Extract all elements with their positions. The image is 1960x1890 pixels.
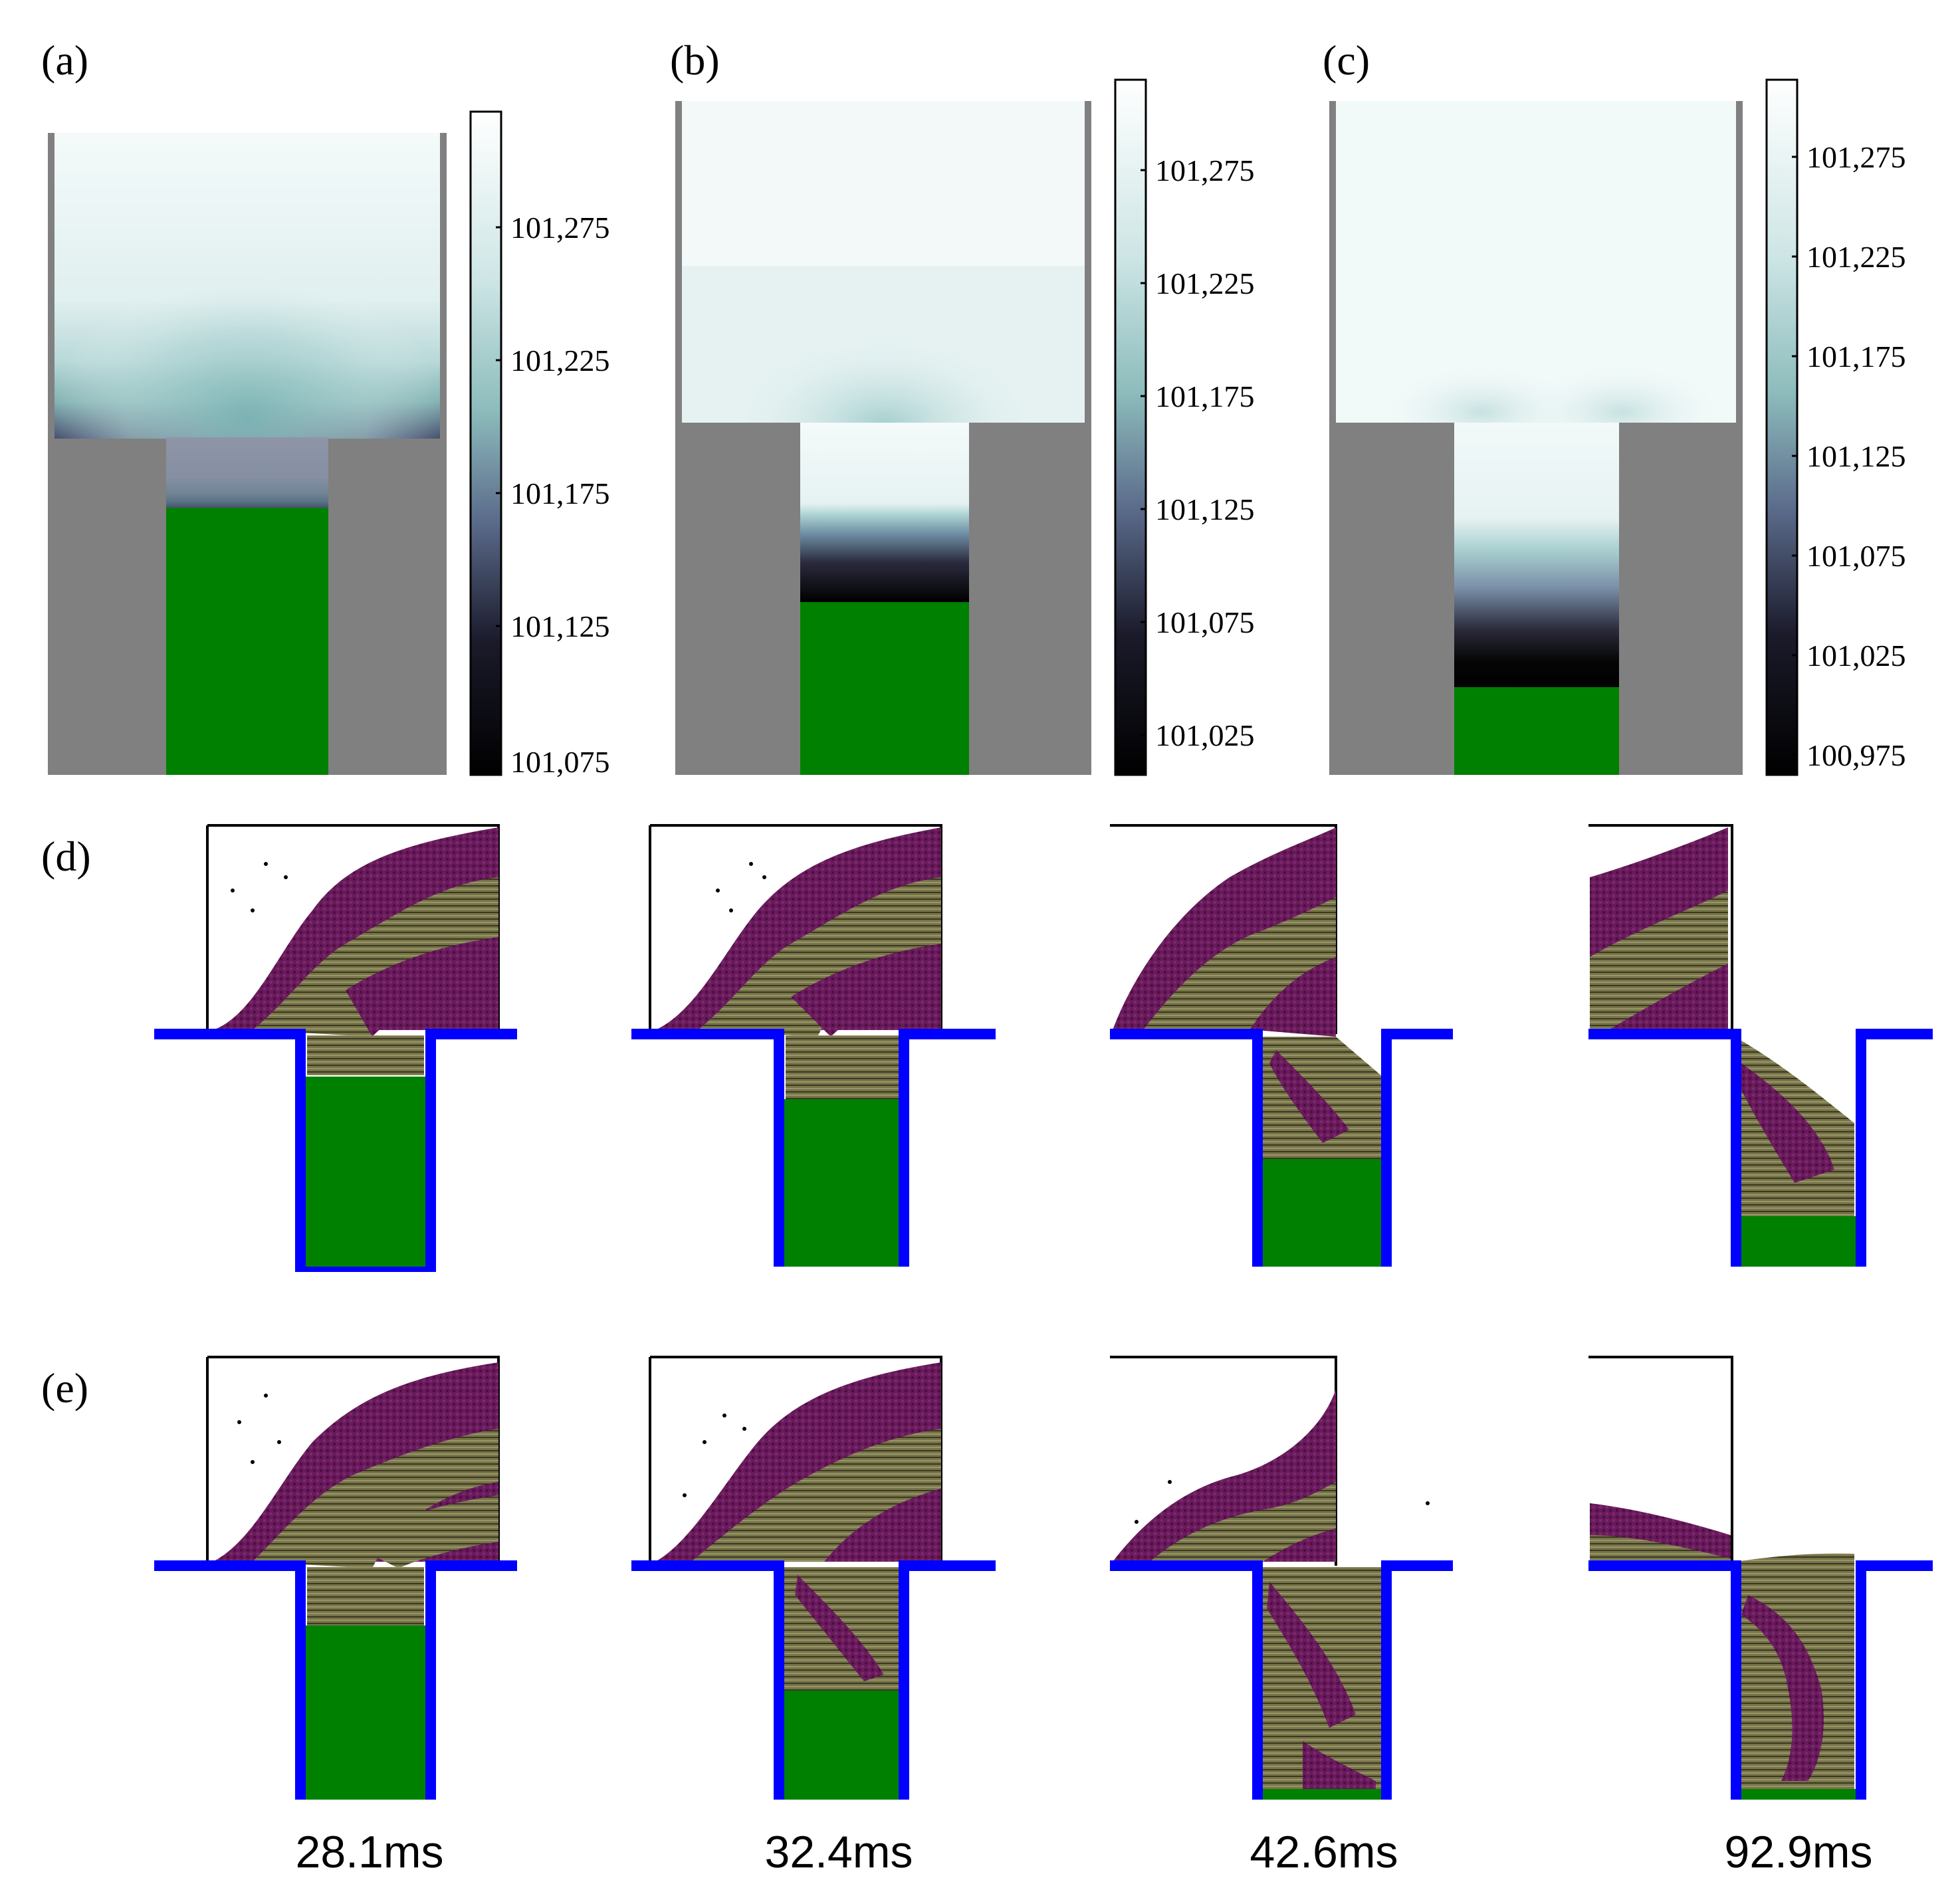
colorbar-b-tick-4: 101,075 bbox=[1155, 605, 1255, 639]
right-block bbox=[969, 423, 1091, 775]
snapshot-e-2 bbox=[631, 1356, 996, 1800]
right-block bbox=[1619, 423, 1743, 775]
panel-b-pressure-field bbox=[675, 101, 1091, 775]
right-block bbox=[328, 439, 447, 775]
piston bbox=[1740, 1789, 1857, 1800]
left-block bbox=[1329, 423, 1454, 775]
colorbar-a-tick-4: 101,075 bbox=[510, 745, 610, 779]
panel-label-e: (e) bbox=[41, 1364, 88, 1412]
piston bbox=[306, 1077, 425, 1267]
colorbar-c-tick-5: 101,025 bbox=[1806, 639, 1906, 673]
chamber-right-wall bbox=[1085, 101, 1091, 424]
time-label-3: 42.6ms bbox=[1250, 1827, 1398, 1877]
colorbar-b-tick-3: 101,125 bbox=[1155, 492, 1255, 526]
piston bbox=[784, 1691, 904, 1800]
colorbar-c-tick-1: 101,225 bbox=[1806, 240, 1906, 274]
chamber-left-wall bbox=[1329, 101, 1336, 424]
chamber-right-wall bbox=[1736, 101, 1743, 424]
piston bbox=[1740, 1216, 1857, 1267]
piston bbox=[306, 1626, 425, 1800]
panel-label-c: (c) bbox=[1323, 37, 1370, 84]
colorbar-b-tick-1: 101,225 bbox=[1155, 266, 1255, 300]
snapshot-e-3 bbox=[1110, 1356, 1453, 1800]
colorbar-a-tick-1: 101,225 bbox=[510, 344, 610, 377]
chamber-left-wall bbox=[675, 101, 682, 424]
colorbar-a-tick-2: 101,175 bbox=[510, 476, 610, 510]
colorbar-b-tick-0: 101,275 bbox=[1155, 154, 1255, 187]
piston bbox=[784, 1099, 904, 1267]
snapshot-d-1 bbox=[154, 824, 517, 1272]
snapshot-d-4 bbox=[1588, 824, 1933, 1267]
chamber-right-wall bbox=[440, 133, 447, 439]
panel-label-d: (d) bbox=[41, 833, 91, 880]
colorbar-c: 101,275 101,225 101,175 101,125 101,075 … bbox=[1765, 78, 1906, 776]
colorbar-c-tick-3: 101,125 bbox=[1806, 439, 1906, 473]
piston bbox=[166, 508, 328, 775]
panel-c-pressure-field bbox=[1329, 101, 1743, 775]
colorbar-b-tick-2: 101,175 bbox=[1155, 379, 1255, 413]
colorbar-c-tick-2: 101,175 bbox=[1806, 340, 1906, 373]
snapshot-e-1 bbox=[154, 1356, 517, 1800]
time-label-4: 92.9ms bbox=[1725, 1827, 1873, 1877]
panel-label-a: (a) bbox=[41, 37, 88, 84]
colorbar-a-tick-3: 101,125 bbox=[510, 609, 610, 643]
left-block bbox=[48, 439, 166, 775]
snapshot-d-2 bbox=[631, 824, 996, 1267]
snapshot-e-4 bbox=[1588, 1356, 1933, 1800]
colorbar-c-tick-0: 101,275 bbox=[1806, 140, 1906, 174]
time-label-1: 28.1ms bbox=[296, 1827, 444, 1877]
colorbar-a-tick-0: 101,275 bbox=[510, 211, 610, 245]
colorbar-c-tick-4: 101,075 bbox=[1806, 539, 1906, 573]
snapshot-d-3 bbox=[1110, 824, 1453, 1267]
piston bbox=[1263, 1159, 1382, 1267]
time-label-2: 32.4ms bbox=[765, 1827, 913, 1877]
panel-label-b: (b) bbox=[670, 37, 720, 84]
piston bbox=[800, 602, 969, 775]
panel-a-pressure-field bbox=[48, 133, 447, 775]
colorbar-a: 101,275 101,225 101,175 101,125 101,075 bbox=[469, 110, 610, 779]
colorbar-c-tick-6: 100,975 bbox=[1806, 738, 1906, 772]
left-block bbox=[675, 423, 800, 775]
piston bbox=[1263, 1789, 1382, 1800]
piston bbox=[1454, 687, 1619, 775]
colorbar-b-tick-5: 101,025 bbox=[1155, 718, 1255, 752]
chamber-left-wall bbox=[48, 133, 54, 439]
colorbar-b: 101,275 101,225 101,175 101,125 101,075 … bbox=[1114, 78, 1255, 776]
